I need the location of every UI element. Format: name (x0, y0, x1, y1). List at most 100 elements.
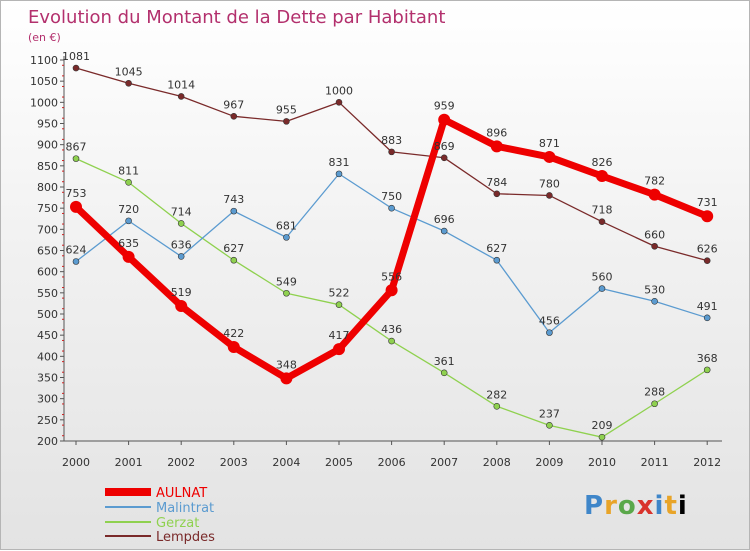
data-point (230, 207, 238, 215)
x-tick-label: 2007 (430, 456, 458, 469)
data-label: 883 (381, 134, 402, 147)
data-point (651, 242, 658, 250)
data-point (651, 400, 658, 408)
data-label: 422 (223, 327, 244, 340)
y-tick-label: 600 (37, 266, 58, 279)
y-tick-label: 750 (37, 202, 58, 215)
data-point (546, 329, 553, 336)
x-tick-label: 2002 (167, 456, 195, 469)
data-label: 896 (486, 126, 507, 139)
data-label: 720 (118, 203, 139, 216)
data-labels: 753 635 519 422 348 417 556 959 896 871 826 782 731 6… (62, 50, 718, 432)
data-point (227, 341, 240, 354)
data-point (543, 150, 556, 163)
data-point (546, 192, 553, 199)
data-point (388, 148, 395, 156)
x-tick-label: 2011 (641, 456, 669, 469)
x-tick-label: 2000 (62, 456, 90, 469)
data-label: 519 (171, 286, 192, 299)
data-label: 1014 (167, 78, 195, 91)
data-label: 780 (539, 177, 560, 190)
chart-title: Evolution du Montant de la Dette par Hab… (28, 7, 445, 28)
y-tick-label: 1000 (30, 96, 58, 109)
axes: 200 250 300 350 400 450 500 550 600 650 700 750 800 8… (30, 54, 722, 469)
data-point (175, 299, 188, 312)
data-point (703, 314, 711, 322)
chart-subtitle: (en €) (28, 31, 61, 44)
data-point (177, 93, 185, 100)
x-tick-label: 2009 (535, 456, 563, 469)
legend-label-gerzat: Gerzat (156, 516, 199, 531)
x-tick-label: 2005 (325, 456, 353, 469)
data-point (230, 113, 238, 120)
y-tick-label: 250 (37, 414, 58, 427)
data-label: 348 (276, 358, 297, 371)
data-point (703, 257, 711, 264)
data-label: 282 (486, 388, 507, 401)
data-point (385, 284, 398, 297)
data-point (493, 402, 501, 410)
y-tick-label: 800 (37, 181, 58, 194)
data-point (438, 113, 451, 126)
data-point (70, 200, 82, 213)
y-tick-label: 950 (37, 118, 58, 131)
y-tick-label: 200 (37, 435, 58, 448)
data-label: 209 (592, 419, 613, 432)
data-label: 522 (329, 287, 350, 300)
data-label: 714 (171, 205, 192, 218)
data-point (335, 170, 343, 178)
data-label: 627 (223, 242, 244, 255)
y-tick-label: 700 (37, 223, 58, 236)
data-label: 626 (697, 243, 718, 256)
proxiti-logo: Proxiti (584, 491, 688, 521)
data-point (283, 118, 290, 125)
data-point (388, 204, 395, 212)
data-label: 1081 (62, 50, 90, 63)
data-label: 718 (592, 204, 613, 217)
data-point (333, 343, 345, 356)
data-point (283, 234, 290, 241)
data-point (440, 227, 448, 235)
data-label: 871 (539, 137, 560, 150)
data-label: 530 (644, 283, 665, 296)
data-label: 456 (539, 315, 560, 328)
data-label: 955 (276, 103, 297, 116)
data-point (125, 79, 132, 87)
data-label: 660 (644, 228, 665, 241)
data-point (490, 140, 503, 153)
data-label: 624 (66, 244, 87, 257)
data-label: 959 (434, 100, 455, 113)
x-tick-label: 2006 (378, 456, 406, 469)
data-point (703, 366, 711, 374)
data-point (230, 256, 238, 264)
y-tick-label: 550 (37, 287, 58, 300)
data-label: 967 (223, 98, 244, 111)
data-point (335, 301, 343, 308)
data-label: 635 (118, 237, 139, 250)
x-tick-label: 2004 (272, 456, 300, 469)
y-tick-label: 450 (37, 329, 58, 342)
y-tick-label: 300 (37, 393, 58, 406)
y-tick-label: 400 (37, 350, 58, 363)
y-tick-label: 500 (37, 308, 58, 321)
data-label: 627 (486, 242, 507, 255)
data-label: 831 (329, 156, 350, 169)
data-label: 743 (223, 193, 244, 206)
legend-label-malintrat: Malintrat (156, 501, 214, 516)
data-point (177, 220, 185, 227)
data-point (493, 190, 501, 198)
data-label: 417 (329, 329, 350, 342)
data-label: 811 (118, 164, 139, 177)
y-tick-label: 850 (37, 160, 58, 173)
data-label: 869 (434, 140, 455, 153)
data-label: 731 (697, 196, 718, 209)
data-point (440, 369, 448, 377)
data-label: 560 (592, 271, 613, 284)
data-point (280, 372, 293, 385)
data-point (125, 217, 132, 225)
data-label: 436 (381, 323, 402, 336)
data-label: 361 (434, 355, 455, 368)
data-point (651, 297, 658, 305)
